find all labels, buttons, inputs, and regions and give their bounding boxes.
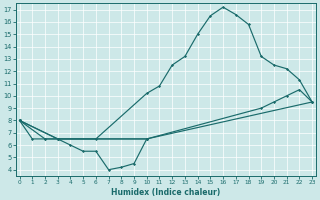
X-axis label: Humidex (Indice chaleur): Humidex (Indice chaleur) [111, 188, 220, 197]
